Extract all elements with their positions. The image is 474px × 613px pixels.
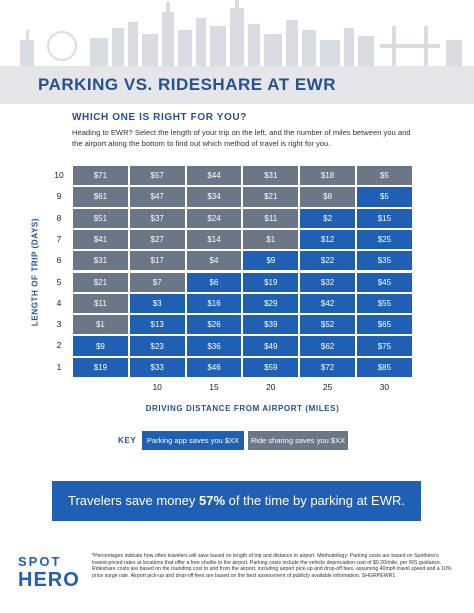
cell: $1	[242, 228, 300, 251]
cell: $45	[356, 271, 413, 293]
cell: $57	[128, 165, 186, 187]
cell: $5	[356, 186, 413, 208]
cell: $18	[299, 165, 356, 187]
row-label: 10	[54, 170, 64, 180]
cell: $55	[356, 292, 413, 315]
cell: $31	[72, 250, 129, 272]
cell: $61	[72, 186, 129, 208]
column-label: 10	[152, 382, 162, 392]
row-label: 7	[56, 233, 62, 244]
cell: $17	[128, 250, 186, 272]
cell: $46	[185, 356, 243, 378]
cell: $72	[299, 356, 356, 378]
cell: $37	[128, 207, 186, 229]
cell: $25	[356, 228, 413, 251]
cell: $19	[242, 271, 300, 293]
row-label: 9	[56, 191, 62, 202]
skyline	[20, 0, 462, 66]
column-label: 30	[379, 382, 390, 392]
cell: $7	[128, 271, 186, 293]
cell: $11	[242, 207, 300, 229]
cell: $14	[185, 228, 243, 251]
cell: $13	[128, 314, 186, 336]
cell: $31	[242, 165, 300, 187]
column-label: 25	[322, 382, 333, 392]
cell: $75	[356, 335, 413, 357]
logo-text: SPOT	[18, 554, 62, 569]
cell: $16	[185, 292, 243, 315]
cell: $42	[299, 292, 356, 315]
cell: $21	[72, 271, 129, 293]
cell: $35	[356, 250, 413, 272]
cell: $21	[242, 186, 300, 208]
key-item: Parking app saves you $XX	[142, 431, 244, 450]
key-item: Ride sharing saves you $XX	[248, 431, 348, 450]
cell: $12	[299, 228, 356, 251]
intro: Heading to EWR? Select the length of you…	[72, 128, 411, 148]
banner-text: of the time by parking at EWR.	[225, 493, 405, 508]
row-label: 4	[56, 297, 62, 308]
cell: $9	[242, 250, 300, 272]
title: PARKING VS. RIDESHARE AT EWR	[0, 66, 474, 104]
column-label: 20	[266, 382, 276, 392]
cell: $59	[242, 356, 300, 378]
cell: $19	[72, 356, 129, 378]
cell: $26	[185, 314, 243, 336]
cell: $5	[356, 165, 413, 187]
key-label: KEY	[118, 436, 137, 445]
cell: $85	[356, 356, 413, 378]
cell: $41	[72, 228, 129, 251]
y-title: LENGTH OF TRIP (DAYS)	[30, 217, 40, 327]
cell: $52	[299, 314, 356, 336]
logo-text: HERO	[18, 569, 80, 591]
cell: $22	[299, 250, 356, 272]
cell: $32	[299, 271, 356, 293]
cell: $6	[185, 271, 243, 293]
row-label: 1	[56, 361, 62, 372]
cell: $49	[242, 335, 300, 357]
cell: $9	[72, 335, 129, 357]
cell: $44	[185, 165, 243, 187]
cell: $4	[185, 250, 243, 272]
cell: $8	[299, 186, 356, 208]
cell: $36	[185, 335, 243, 357]
cell: $33	[128, 356, 186, 378]
cell: $65	[356, 314, 413, 336]
row-label: 8	[56, 212, 62, 223]
row-label: 3	[56, 319, 62, 330]
banner: Travelers save money 57% of the time by …	[52, 481, 421, 521]
cell: $24	[185, 207, 243, 229]
cell: $62	[299, 335, 356, 357]
cell: $71	[72, 165, 129, 187]
column-label: 15	[209, 382, 219, 392]
banner-text: Travelers save money	[68, 493, 200, 508]
cell: $39	[242, 314, 300, 336]
banner-highlight: 57%	[199, 493, 226, 508]
cell: $3	[128, 292, 186, 315]
row-label: 2	[56, 340, 62, 351]
cell: $29	[242, 292, 300, 315]
cell: $51	[72, 207, 129, 229]
cell: $2	[299, 207, 356, 229]
grid: 10 $71 $57 $44 $31 $18 $5 9 $61 $47 $34 $21 $8 $5 8 $51…	[54, 165, 413, 392]
row-label: 6	[56, 255, 62, 266]
cell: $27	[128, 228, 186, 251]
cell: $34	[185, 186, 243, 208]
cell: $1	[72, 314, 129, 336]
x-title: DRIVING DISTANCE FROM AIRPORT (MILES)	[145, 404, 340, 413]
logo: SPOT HERO	[18, 553, 80, 591]
cell: $47	[128, 186, 186, 208]
subtitle: WHICH ONE IS RIGHT FOR YOU?	[72, 112, 247, 123]
row-label: 5	[56, 276, 62, 287]
footnotes: *Percentages indicate how often traveler…	[92, 553, 452, 579]
cell: $23	[128, 335, 186, 357]
cell: $15	[356, 207, 413, 229]
cell: $11	[72, 292, 129, 315]
